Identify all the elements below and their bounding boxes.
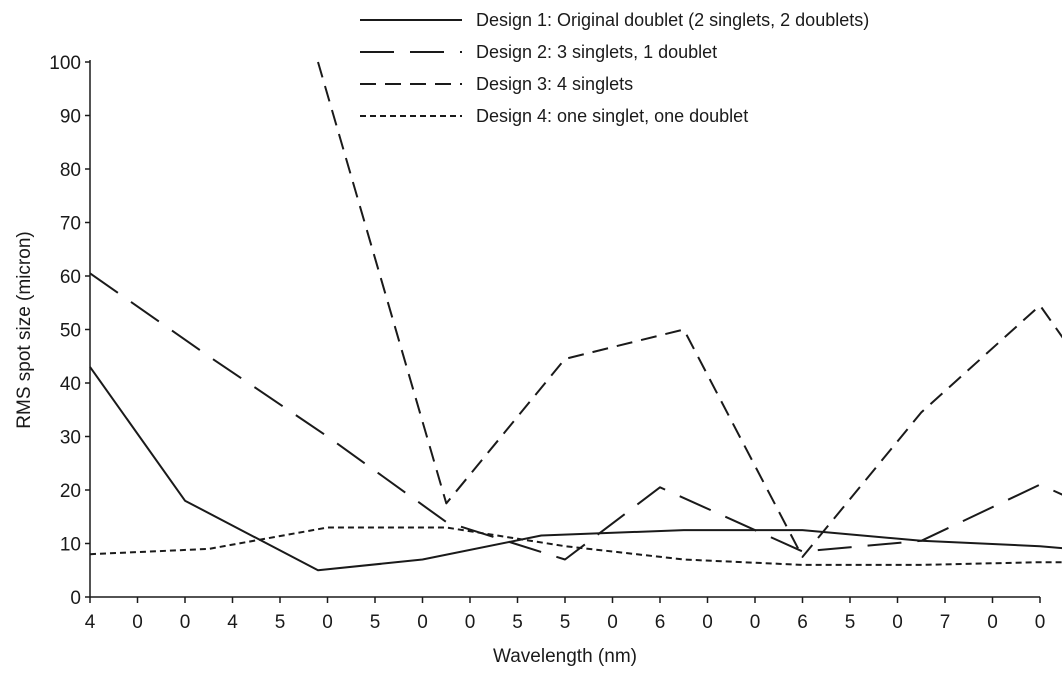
y-tick-label: 80 bbox=[60, 160, 81, 181]
x-tick-label: 6 bbox=[655, 612, 666, 633]
legend: Design 1: Original doublet (2 singlets, … bbox=[360, 10, 869, 126]
y-tick-label: 10 bbox=[60, 535, 81, 556]
series-lines bbox=[90, 62, 1062, 570]
x-tick-label: 5 bbox=[275, 612, 286, 633]
x-tick-label: 5 bbox=[845, 612, 856, 633]
legend-label-design-1: Design 1: Original doublet (2 singlets, … bbox=[476, 10, 869, 30]
y-tick-label: 50 bbox=[60, 321, 81, 342]
y-axis-title: RMS spot size (micron) bbox=[14, 231, 35, 428]
x-axis-title: Wavelength (nm) bbox=[493, 646, 637, 667]
y-tick-label: 60 bbox=[60, 267, 81, 288]
y-tick-label: 30 bbox=[60, 428, 81, 449]
x-tick-label: 0 bbox=[702, 612, 713, 633]
x-tick-label: 5 bbox=[560, 612, 571, 633]
x-tick-label: 5 bbox=[370, 612, 381, 633]
axes: 0102030405060708090100400450500550600650… bbox=[49, 53, 1045, 633]
x-tick-label: 7 bbox=[940, 612, 951, 633]
legend-label-design-3: Design 3: 4 singlets bbox=[476, 74, 633, 94]
x-tick-label: 0 bbox=[417, 612, 428, 633]
x-tick-label: 0 bbox=[180, 612, 191, 633]
y-tick-label: 100 bbox=[49, 53, 81, 74]
y-tick-label: 20 bbox=[60, 481, 81, 502]
x-tick-label: 0 bbox=[892, 612, 903, 633]
series-line-design-1 bbox=[90, 367, 1062, 570]
y-tick-label: 0 bbox=[70, 588, 81, 609]
x-tick-label: 6 bbox=[797, 612, 808, 633]
x-tick-label: 0 bbox=[750, 612, 761, 633]
x-tick-label: 0 bbox=[607, 612, 618, 633]
series-line-design-3 bbox=[318, 62, 1062, 565]
x-tick-label: 5 bbox=[512, 612, 523, 633]
legend-label-design-4: Design 4: one singlet, one doublet bbox=[476, 106, 748, 126]
x-tick-label: 0 bbox=[1035, 612, 1046, 633]
y-tick-label: 70 bbox=[60, 214, 81, 235]
x-tick-label: 0 bbox=[987, 612, 998, 633]
x-tick-label: 0 bbox=[465, 612, 476, 633]
legend-label-design-2: Design 2: 3 singlets, 1 doublet bbox=[476, 42, 717, 62]
x-tick-label: 0 bbox=[132, 612, 143, 633]
y-tick-label: 40 bbox=[60, 374, 81, 395]
x-tick-label: 4 bbox=[85, 612, 96, 633]
x-tick-label: 0 bbox=[322, 612, 333, 633]
y-tick-label: 90 bbox=[60, 107, 81, 128]
x-tick-label: 4 bbox=[227, 612, 238, 633]
